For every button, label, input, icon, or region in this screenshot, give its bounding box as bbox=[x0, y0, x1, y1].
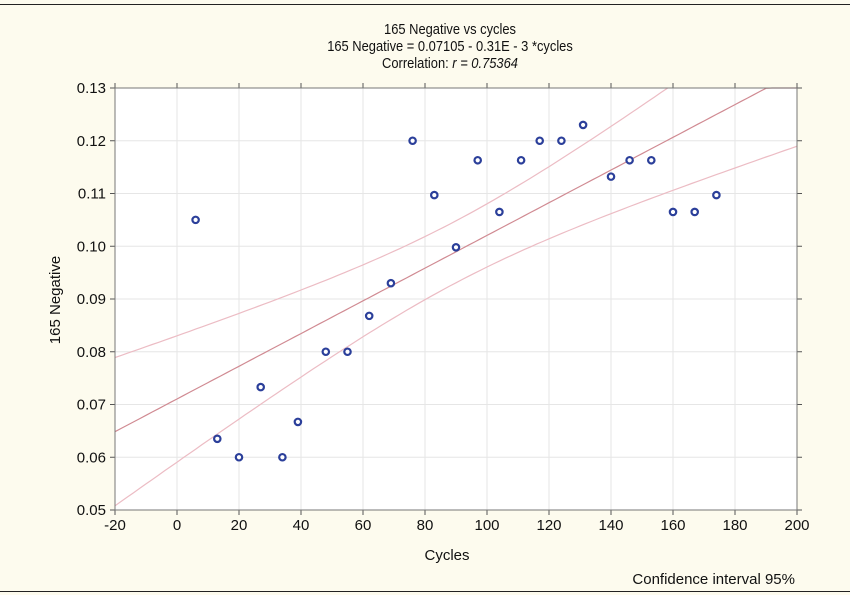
data-point bbox=[606, 172, 616, 181]
data-point bbox=[712, 190, 721, 200]
data-point bbox=[535, 136, 545, 146]
x-axis-label: Cycles bbox=[424, 547, 469, 564]
regression-equation: 165 Negative = 0.07105 - 0.31E - 3 *cycl… bbox=[327, 38, 573, 55]
y-tick-label: 0.06 bbox=[77, 449, 106, 466]
x-tick-label: 80 bbox=[417, 517, 434, 534]
data-point bbox=[690, 207, 700, 217]
y-tick-label: 0.11 bbox=[78, 186, 106, 203]
data-point bbox=[429, 190, 439, 200]
y-tick-label: 0.07 bbox=[77, 397, 106, 414]
correlation-value: r = 0.75364 bbox=[452, 55, 518, 72]
correlation-label: Correlation: bbox=[382, 55, 453, 72]
y-tick-label: 0.10 bbox=[77, 238, 106, 255]
x-tick-label: 20 bbox=[231, 517, 248, 534]
data-point bbox=[278, 452, 287, 462]
x-tick-label: 200 bbox=[784, 517, 809, 534]
data-point bbox=[625, 155, 634, 165]
x-tick-label: 140 bbox=[598, 517, 623, 534]
y-tick-label: 0.08 bbox=[77, 344, 106, 361]
x-tick-label: 0 bbox=[173, 517, 181, 534]
x-tick-label: 160 bbox=[660, 517, 685, 534]
chart-title: 165 Negative vs cycles bbox=[384, 21, 516, 38]
y-tick-label: 0.05 bbox=[77, 502, 106, 519]
data-point bbox=[646, 155, 656, 165]
data-point bbox=[386, 278, 396, 288]
data-point bbox=[495, 207, 504, 217]
plot-frame bbox=[114, 87, 798, 511]
x-tick-label: -20 bbox=[104, 517, 126, 534]
lower-confidence-band bbox=[115, 145, 797, 507]
y-tick-label: 0.12 bbox=[77, 133, 106, 150]
data-point bbox=[557, 136, 566, 146]
data-point bbox=[364, 311, 374, 321]
data-point bbox=[473, 155, 483, 165]
data-point bbox=[516, 155, 526, 165]
data-point bbox=[668, 207, 678, 217]
x-tick-label: 180 bbox=[722, 517, 747, 534]
data-point bbox=[343, 347, 352, 357]
data-point bbox=[451, 243, 461, 252]
y-tick-label: 0.13 bbox=[77, 80, 106, 97]
data-point bbox=[578, 120, 588, 130]
data-point bbox=[191, 215, 200, 225]
x-tick-label: 40 bbox=[293, 517, 310, 534]
y-tick-label: 0.09 bbox=[77, 291, 106, 308]
data-point bbox=[293, 417, 303, 427]
x-tick-label: 60 bbox=[355, 517, 372, 534]
y-axis-label: 165 Negative bbox=[47, 256, 64, 344]
data-point bbox=[213, 434, 222, 444]
data-point bbox=[256, 382, 266, 392]
correlation-text: Correlation: r = 0.75364 bbox=[63, 55, 837, 72]
x-tick-label: 120 bbox=[536, 517, 561, 534]
x-tick-label: 100 bbox=[474, 517, 499, 534]
confidence-note: Confidence interval 95% bbox=[632, 571, 795, 588]
upper-confidence-band bbox=[115, 88, 669, 359]
data-point bbox=[321, 347, 331, 357]
top-rule bbox=[0, 4, 850, 5]
regression-line bbox=[114, 87, 797, 433]
data-point bbox=[408, 136, 417, 146]
data-point bbox=[234, 452, 244, 462]
bottom-rule bbox=[0, 591, 850, 592]
